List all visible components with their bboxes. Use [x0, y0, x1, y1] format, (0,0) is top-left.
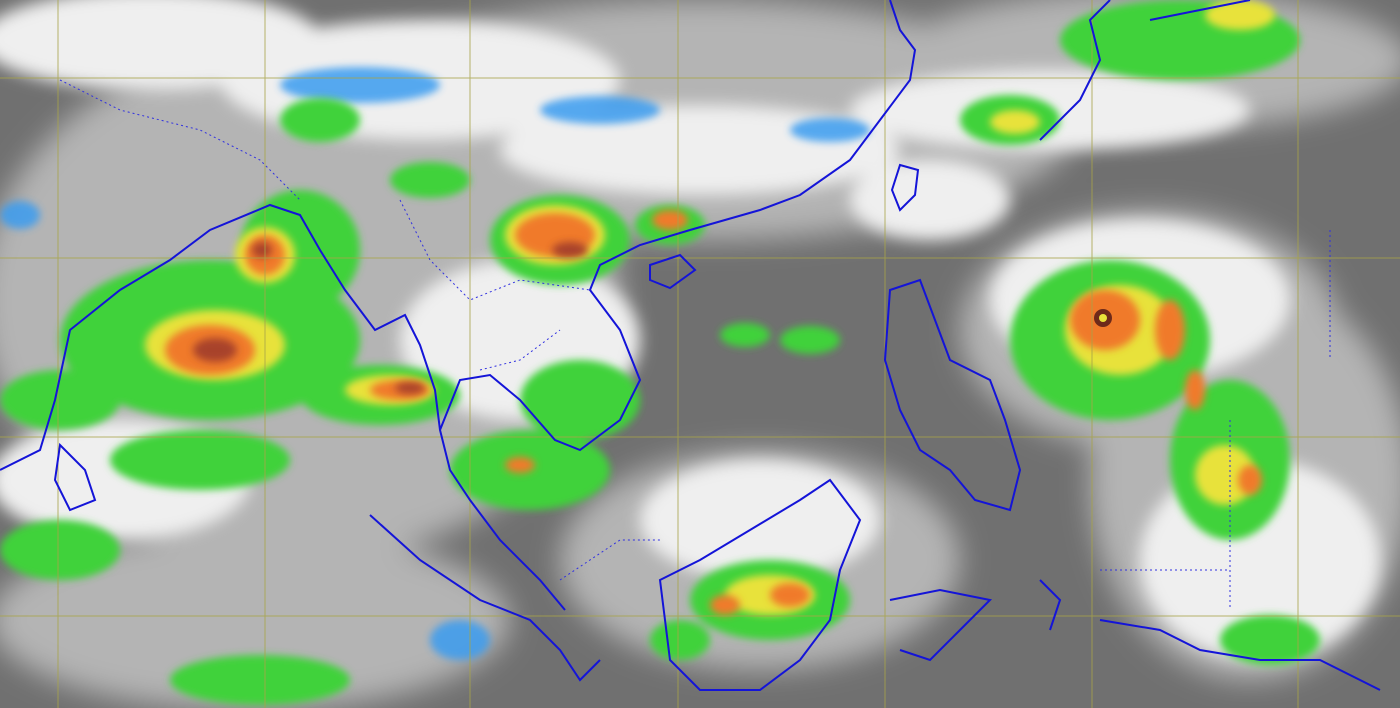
coastlines: [0, 0, 1381, 691]
coast-hainan: [649, 253, 697, 290]
coast-sulawesi-and-islands: [889, 579, 1381, 691]
borders: [59, 79, 1331, 610]
coast-india: [0, 203, 566, 611]
cloud-layer-cold-blue: [0, 67, 870, 660]
coast-borneo: [658, 478, 862, 691]
coast-taiwan: [890, 163, 920, 212]
coast-sri-lanka: [53, 442, 97, 512]
coast-japan-korea: [1039, 0, 1251, 141]
convection-red: [193, 242, 588, 394]
coast-philippines: [883, 278, 1022, 512]
coast-indochina: [439, 0, 917, 452]
coast-malay-peninsula: [369, 514, 601, 682]
cyclone-icon: [1094, 309, 1112, 327]
